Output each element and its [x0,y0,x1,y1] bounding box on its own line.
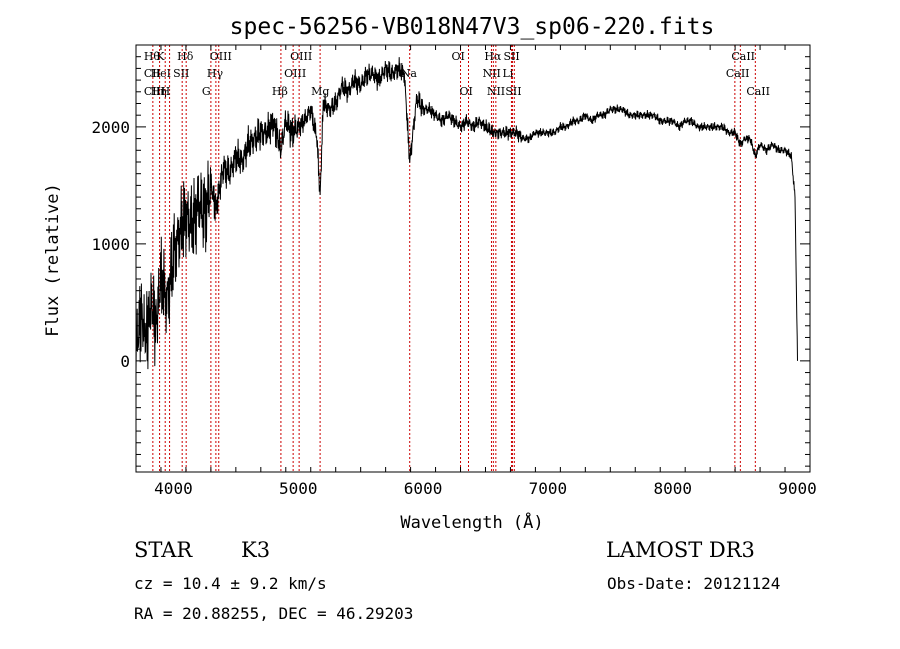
x-tick-label: 7000 [529,479,568,498]
line-marker-label: Hη [151,85,167,98]
line-marker-label: CII [144,67,161,80]
line-marker-label: Hγ [207,67,224,80]
y-tick-label: 0 [120,352,130,371]
y-tick-label: 1000 [91,235,130,254]
line-marker-label: OI [452,50,465,63]
line-marker-label: OIII [290,50,312,63]
y-tick-label: 2000 [91,118,130,137]
line-marker-label: SII [173,67,189,80]
obs-date: Obs-Date: 20121124 [607,574,781,593]
line-marker-label: HeI [151,67,171,80]
line-marker-label: Hθ [144,50,161,63]
line-marker-label: K [156,50,165,63]
coordinates: RA = 20.88255, DEC = 46.29203 [134,604,414,623]
line-marker-label: Hα [484,50,502,63]
line-marker-label: Li [502,67,513,80]
line-marker-label: OI [460,85,473,98]
line-marker-label: CaII [731,50,755,63]
plot-frame [135,44,811,473]
line-marker-label: NII [482,67,500,80]
line-marker-label: G [202,85,211,98]
x-tick-label: 5000 [279,479,318,498]
redshift-readout: cz = 10.4 ± 9.2 km/s [134,574,327,593]
x-tick-label: 6000 [404,479,443,498]
line-marker-label: Mg [311,85,329,98]
line-marker-label: SII [505,85,521,98]
x-axis-label: Wavelength (Å) [400,511,543,533]
x-tick-label: 9000 [778,479,817,498]
spectrum-line [135,57,798,374]
spectral-subclass: K3 [241,538,271,562]
chart-title: spec-56256-VB018N47V3_sp06-220.fits [230,14,715,40]
line-marker-label: CaII [746,85,770,98]
line-marker-label: SII [503,50,519,63]
line-marker-label: H [161,85,171,98]
object-class: STAR [134,538,193,562]
line-marker-label: Hβ [272,85,288,98]
y-axis-label: Flux (relative) [43,183,63,337]
line-marker-label: OIII [284,67,306,80]
line-marker-label: OIII [210,50,232,63]
x-tick-label: 8000 [653,479,692,498]
line-marker-label: Hδ [177,50,194,63]
line-marker-label: CaII [726,67,750,80]
survey-name: LAMOST DR3 [606,538,755,562]
x-tick-label: 4000 [154,479,193,498]
line-marker-label: NII [487,85,505,98]
